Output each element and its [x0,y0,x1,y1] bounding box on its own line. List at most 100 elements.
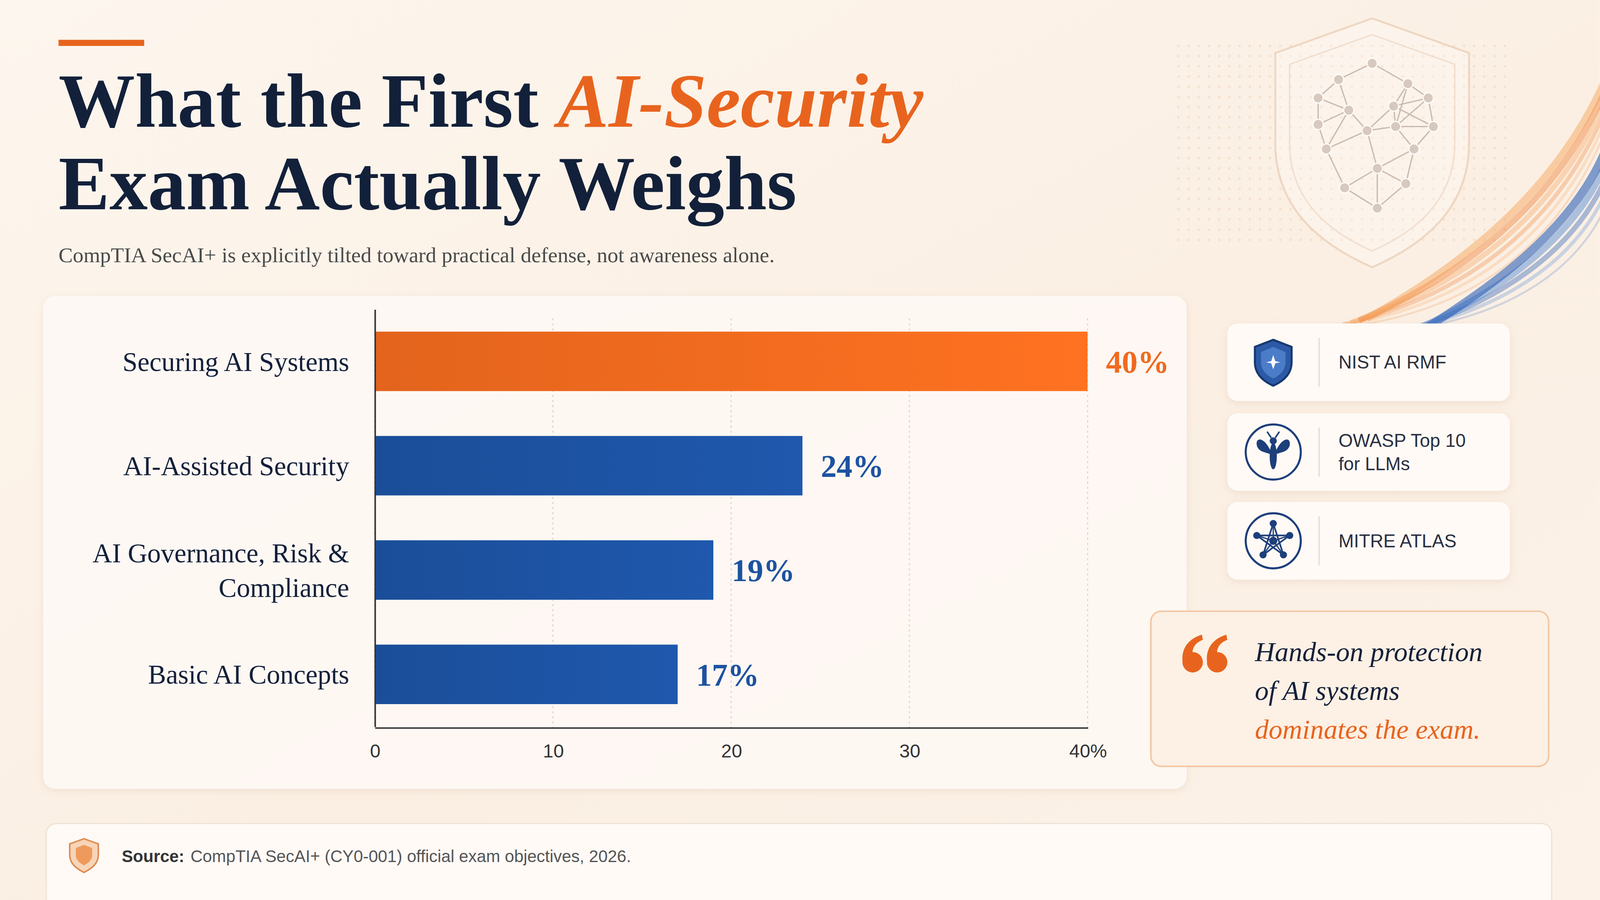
swoosh-orange [1350,97,1600,323]
x-tick: 10 [542,727,564,761]
x-tick: 20 [721,727,743,761]
decor-swoosh [1326,76,1600,337]
framework-line: MITRE ATLAS [1338,530,1457,551]
x-tick-label: 20 [721,740,743,762]
category-label: Basic AI Concepts [147,659,350,690]
category-label: Securing AI Systems [122,346,350,377]
x-tick-label: 30 [899,740,921,762]
subtitle: CompTIA SecAI+ is explicitly tilted towa… [58,242,775,267]
icon-part [1269,519,1277,527]
quote-text: of AI systems [1255,675,1400,706]
decor-edge [1395,97,1429,127]
data-label: 24% [820,448,885,484]
icon-part [1266,355,1281,370]
y-axis-line [374,309,377,727]
data-labels: 40% 24% 19% 17% [696,344,1170,693]
bars [374,331,1088,705]
data-label: 17% [696,657,760,693]
bar [374,540,714,600]
framework-card: NIST AI RMF [1227,323,1510,401]
quote-box: Hands-on protectionof AI systemsdominate… [1150,610,1549,766]
decor-node [1388,100,1399,111]
background [0,0,1600,900]
title-highlight: AI-Security [553,58,925,144]
x-axis-line [375,727,1088,729]
decor-shield [1275,18,1470,268]
bar [374,435,803,496]
decor-edge [1326,148,1345,188]
quote-mark [1206,634,1228,662]
swoosh-orange [1358,86,1600,321]
x-tick-label: 0 [370,740,381,762]
decor-node [1402,78,1413,89]
card-bg [1227,323,1510,401]
decor-node [1343,105,1354,115]
decor-edge [1326,130,1368,149]
icon-part [1255,339,1292,386]
source-text: CompTIA SecAI+ (CY0-001) official exam o… [190,846,631,866]
icon-part [1286,531,1294,539]
decor-edge [1367,130,1378,169]
icon-part [1269,442,1277,470]
framework-line: OWASP Top 10 [1338,430,1466,451]
data-label: 40% [1105,344,1170,380]
decor-node [1333,74,1344,85]
source-icon [69,838,99,873]
y-axis: Securing AI SystemsAI-Assisted SecurityA… [92,309,375,727]
decor-edge [1372,63,1408,84]
card-icon [1245,512,1301,568]
decor-node [1400,178,1411,189]
framework-line: NIST AI RMF [1338,351,1447,373]
decor-node [1372,163,1383,174]
chart-panel [43,295,1187,789]
source-bg [46,822,1552,900]
x-tick: 0 [370,727,381,761]
category-line: Basic AI Concepts [147,659,350,690]
grid [374,318,1088,728]
decor-node [1428,121,1439,132]
x-tick-label: 40% [1069,740,1108,762]
decor-node [1312,92,1323,103]
decor-node [1372,202,1383,213]
quote-text: Hands-on protection [1254,636,1483,667]
icon-part [1269,536,1278,545]
framework-cards: NIST AI RMF OWASP Top 10for LLMs MITRE ATL… [1227,323,1510,580]
quote-mark [1182,634,1203,662]
data-label: 19% [731,552,795,588]
icon-part [1253,531,1261,539]
x-tick-label: 10 [542,740,564,762]
x-tick: 30 [899,727,921,761]
decor-node [1390,121,1401,132]
icon-part [1245,512,1301,568]
decor-node [1408,143,1419,154]
icon-part [1267,431,1280,438]
card-bg [1227,412,1510,491]
category-label: AI-Assisted Security [123,450,350,481]
card-bg [1227,501,1510,580]
category-line: Securing AI Systems [122,346,350,377]
framework-label: NIST AI RMF [1338,351,1447,373]
decor-node [1312,119,1323,130]
icon-part [1256,523,1290,555]
infographic: What the First AI-SecurityExam Actually … [0,0,1600,900]
icon-part [1269,437,1277,445]
source-bar: Source:CompTIA SecAI+ (CY0-001) official… [46,822,1552,900]
decor-node [1423,92,1434,103]
swoosh-blue [1412,146,1600,337]
card-icon [1245,424,1301,480]
title: What the First AI-Security [58,58,924,144]
source-label: Source: [121,846,185,866]
title-part: What the First [58,58,558,144]
bar [374,331,1088,392]
framework-label: MITRE ATLAS [1338,530,1457,551]
decor-node [1367,58,1378,69]
bar [374,644,678,704]
decor-node [1321,143,1332,154]
title-accent [58,39,145,46]
source: Source:CompTIA SecAI+ (CY0-001) official… [121,846,631,866]
framework-card: OWASP Top 10for LLMs [1227,412,1510,491]
icon-part [1260,346,1286,379]
card-divider [1318,427,1320,477]
source-icon-inner [75,844,93,865]
quote-bg [1150,610,1549,766]
